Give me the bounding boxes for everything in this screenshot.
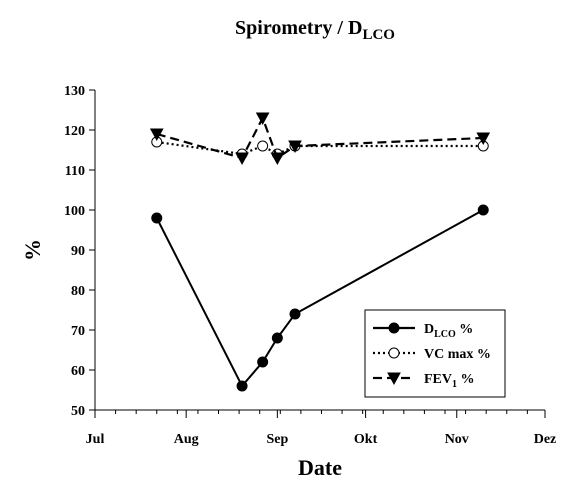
y-tick-label: 80 bbox=[71, 284, 85, 299]
data-point bbox=[270, 152, 285, 166]
series-fev-1 bbox=[149, 112, 491, 166]
x-tick-label: Dez bbox=[534, 432, 557, 447]
legend-label: VC max % bbox=[424, 347, 491, 362]
data-point bbox=[257, 356, 269, 368]
x-ticks: Jul Aug Sep Okt Nov Dez bbox=[86, 410, 557, 447]
series-line bbox=[155, 209, 484, 388]
x-tick-label: Okt bbox=[354, 432, 378, 447]
legend-entry-vc-max: VC max % bbox=[373, 347, 491, 362]
x-tick-label: Aug bbox=[174, 432, 199, 447]
data-point bbox=[149, 128, 164, 142]
y-axis-title: % bbox=[20, 239, 45, 261]
data-point bbox=[476, 132, 491, 146]
legend-label: DLCO % bbox=[424, 322, 473, 340]
legend-entry-d-lco: DLCO % bbox=[373, 322, 473, 340]
x-tick-label: Jul bbox=[86, 432, 105, 447]
x-tick-label: Nov bbox=[445, 432, 469, 447]
y-tick-label: 120 bbox=[64, 124, 85, 139]
data-point bbox=[235, 152, 249, 166]
y-tick-label: 130 bbox=[64, 84, 85, 99]
series-line bbox=[156, 140, 484, 156]
legend-marker bbox=[388, 347, 400, 359]
legend-entry-fev-1: FEV1 % bbox=[373, 372, 475, 390]
y-tick-label: 100 bbox=[64, 204, 85, 219]
data-point bbox=[255, 112, 270, 126]
y-tick-label: 70 bbox=[71, 324, 85, 339]
y-tick-label: 60 bbox=[71, 364, 85, 379]
legend-label: FEV1 % bbox=[424, 372, 475, 390]
chart-title: Spirometry / DLCO bbox=[235, 17, 395, 43]
legend-marker bbox=[388, 322, 400, 334]
series-layer bbox=[149, 112, 491, 392]
y-tick-label: 90 bbox=[71, 244, 85, 259]
data-point bbox=[257, 140, 269, 152]
y-ticks: 50 60 70 80 90 100 110 120 130 bbox=[64, 84, 95, 419]
series-d-lco bbox=[151, 204, 489, 392]
legend: DLCO % VC max % FEV1 % bbox=[364, 309, 506, 398]
data-point bbox=[236, 380, 248, 392]
y-tick-label: 50 bbox=[71, 404, 85, 419]
data-point bbox=[477, 204, 489, 216]
chart-title-subscript: LCO bbox=[362, 27, 395, 43]
data-point bbox=[151, 212, 163, 224]
y-tick-label: 110 bbox=[65, 164, 85, 179]
data-point bbox=[289, 308, 301, 320]
chart-title-main: Spirometry / D bbox=[235, 17, 362, 39]
x-axis-title: Date bbox=[298, 455, 342, 480]
data-point bbox=[271, 332, 283, 344]
data-point bbox=[288, 140, 302, 154]
x-tick-label: Sep bbox=[266, 432, 288, 447]
series-line bbox=[156, 115, 484, 160]
legend-marker bbox=[387, 372, 401, 386]
